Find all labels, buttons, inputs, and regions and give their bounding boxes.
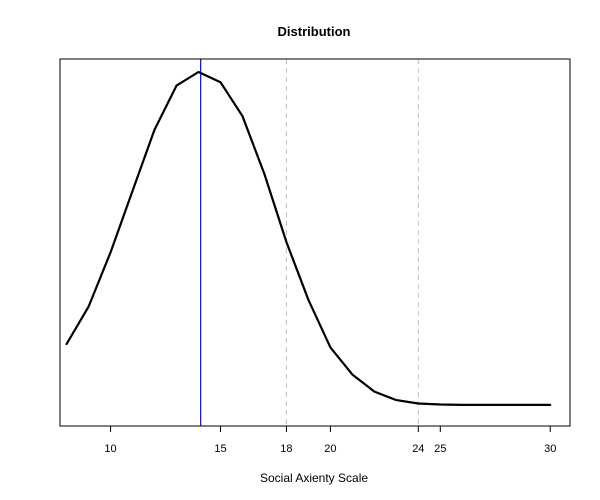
series-line-0 <box>65 70 552 406</box>
x-tick-label-18: 18 <box>280 443 292 455</box>
series-layer <box>65 70 552 406</box>
x-tick-label-10: 10 <box>104 443 116 455</box>
x-tick-label-25: 25 <box>434 443 446 455</box>
x-tick-label-30: 30 <box>544 443 556 455</box>
chart-title: Distribution <box>278 24 351 39</box>
plot-frame <box>59 58 571 427</box>
x-tick-label-15: 15 <box>214 443 226 455</box>
x-axis: 10 15 18 20 24 25 30 <box>104 426 556 455</box>
x-tick-label-20: 20 <box>324 443 336 455</box>
reference-lines <box>200 59 419 426</box>
x-axis-label: Social Axienty Scale <box>260 471 368 485</box>
x-tick-label-24: 24 <box>412 443 424 455</box>
